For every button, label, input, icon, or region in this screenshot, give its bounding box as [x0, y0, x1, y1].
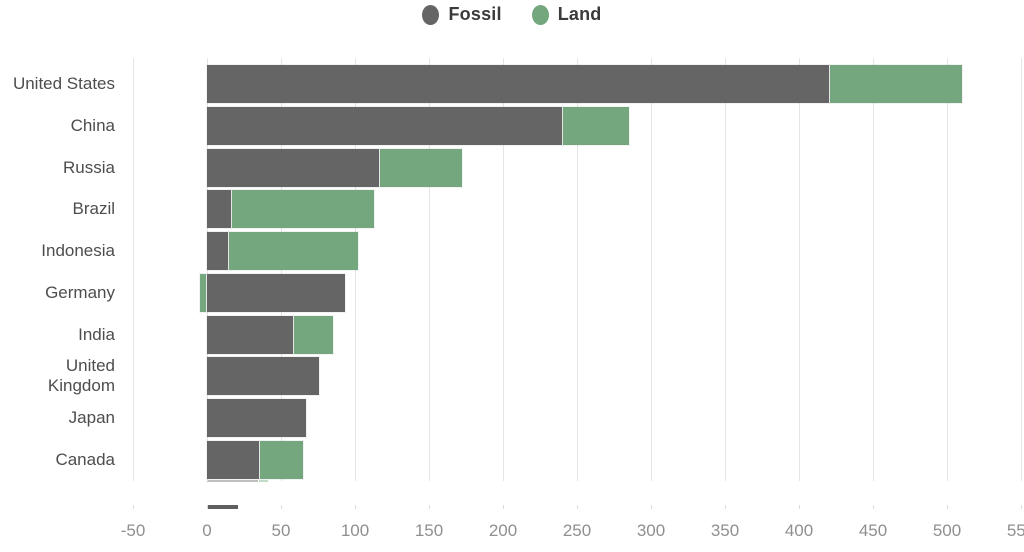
gridline-500	[946, 58, 948, 481]
x-axis-tick-label-200: 200	[488, 521, 518, 540]
x-axis-tick-label-500: 500	[932, 521, 962, 540]
x-axis-tick-label-350: 350	[710, 521, 740, 540]
gridline-250	[576, 58, 578, 481]
bar-land-india[interactable]	[293, 316, 333, 354]
bar-fossil-russia[interactable]	[207, 149, 379, 187]
category-label-canada: Canada	[55, 450, 115, 469]
bar-fossil-united-states[interactable]	[207, 65, 829, 103]
x-axis-tick-label--50: -50	[120, 521, 146, 540]
category-label-united-states: United States	[12, 74, 115, 93]
bar-fossil-united-kingdom[interactable]	[207, 357, 320, 395]
tick-mark--50	[132, 505, 134, 509]
category-label-china: China	[70, 116, 115, 135]
gridline-350	[724, 58, 726, 481]
bar-land-china[interactable]	[563, 107, 629, 145]
legend-label-fossil: Fossil	[448, 4, 502, 24]
category-label-india: India	[78, 325, 115, 344]
x-axis-tick-label-150: 150	[414, 521, 444, 540]
bar-land-canada[interactable]	[259, 441, 304, 479]
gridline-450	[872, 58, 874, 481]
bar-land-brazil[interactable]	[231, 190, 375, 228]
legend: Fossil Land	[0, 4, 1024, 25]
tick-mark-150	[428, 505, 430, 509]
legend-item-fossil[interactable]: Fossil	[422, 4, 502, 25]
bar-fossil-canada[interactable]	[207, 441, 259, 479]
tick-mark-500	[946, 505, 948, 509]
legend-label-land: Land	[557, 4, 602, 24]
x-axis-tick-label-100: 100	[340, 521, 370, 540]
bar-fossil-india[interactable]	[207, 316, 293, 354]
tick-mark-200	[502, 505, 504, 509]
gridline-300	[650, 58, 652, 481]
gridline-550	[1020, 58, 1022, 481]
cropped-row-shadow-gray	[207, 480, 258, 482]
x-axis-tick-label-550: 550	[1006, 521, 1024, 540]
x-axis-tick-label-250: 250	[562, 521, 592, 540]
category-label-japan: Japan	[68, 408, 115, 427]
category-label-indonesia: Indonesia	[41, 241, 115, 260]
tick-mark-50	[280, 505, 282, 509]
category-label-germany: Germany	[45, 283, 115, 302]
tick-mark-400	[798, 505, 800, 509]
gridline-150	[428, 58, 430, 481]
x-axis-tick-label-400: 400	[784, 521, 814, 540]
bar-land-united-states[interactable]	[829, 65, 962, 103]
x-axis-tick-label-300: 300	[636, 521, 666, 540]
category-label-russia: Russia	[63, 158, 115, 177]
land-legend-dot-icon	[531, 4, 549, 25]
bar-land-russia[interactable]	[379, 149, 462, 187]
fossil-legend-dot-icon	[422, 4, 440, 25]
tick-mark-300	[650, 505, 652, 509]
bar-land-germany[interactable]	[199, 274, 206, 312]
tick-mark-100	[354, 505, 356, 509]
cropped-row-shadow-green	[259, 480, 268, 482]
category-label-brazil: Brazil	[72, 199, 115, 218]
x-axis-tick-label-450: 450	[858, 521, 888, 540]
bar-fossil-china[interactable]	[207, 107, 563, 145]
bar-fossil-japan[interactable]	[207, 399, 307, 437]
bar-fossil-indonesia[interactable]	[207, 232, 228, 270]
gridline-400	[798, 58, 800, 481]
tick-mark-450	[872, 505, 874, 509]
gridline--50	[132, 58, 134, 481]
x-axis-tick-label-50: 50	[271, 521, 291, 540]
bar-fossil-germany[interactable]	[207, 274, 345, 312]
tick-mark-0	[206, 505, 208, 509]
x-axis-tick-label-0: 0	[202, 521, 212, 540]
category-label-united-kingdom: United Kingdom	[47, 356, 115, 395]
tick-mark-350	[724, 505, 726, 509]
gridline-200	[502, 58, 504, 481]
tick-mark-550	[1020, 505, 1022, 509]
bar-fossil-brazil[interactable]	[207, 190, 231, 228]
tick-mark-250	[576, 505, 578, 509]
bar-land-indonesia[interactable]	[228, 232, 358, 270]
cropped-partial-bar	[207, 505, 238, 509]
legend-item-land[interactable]: Land	[531, 4, 602, 25]
